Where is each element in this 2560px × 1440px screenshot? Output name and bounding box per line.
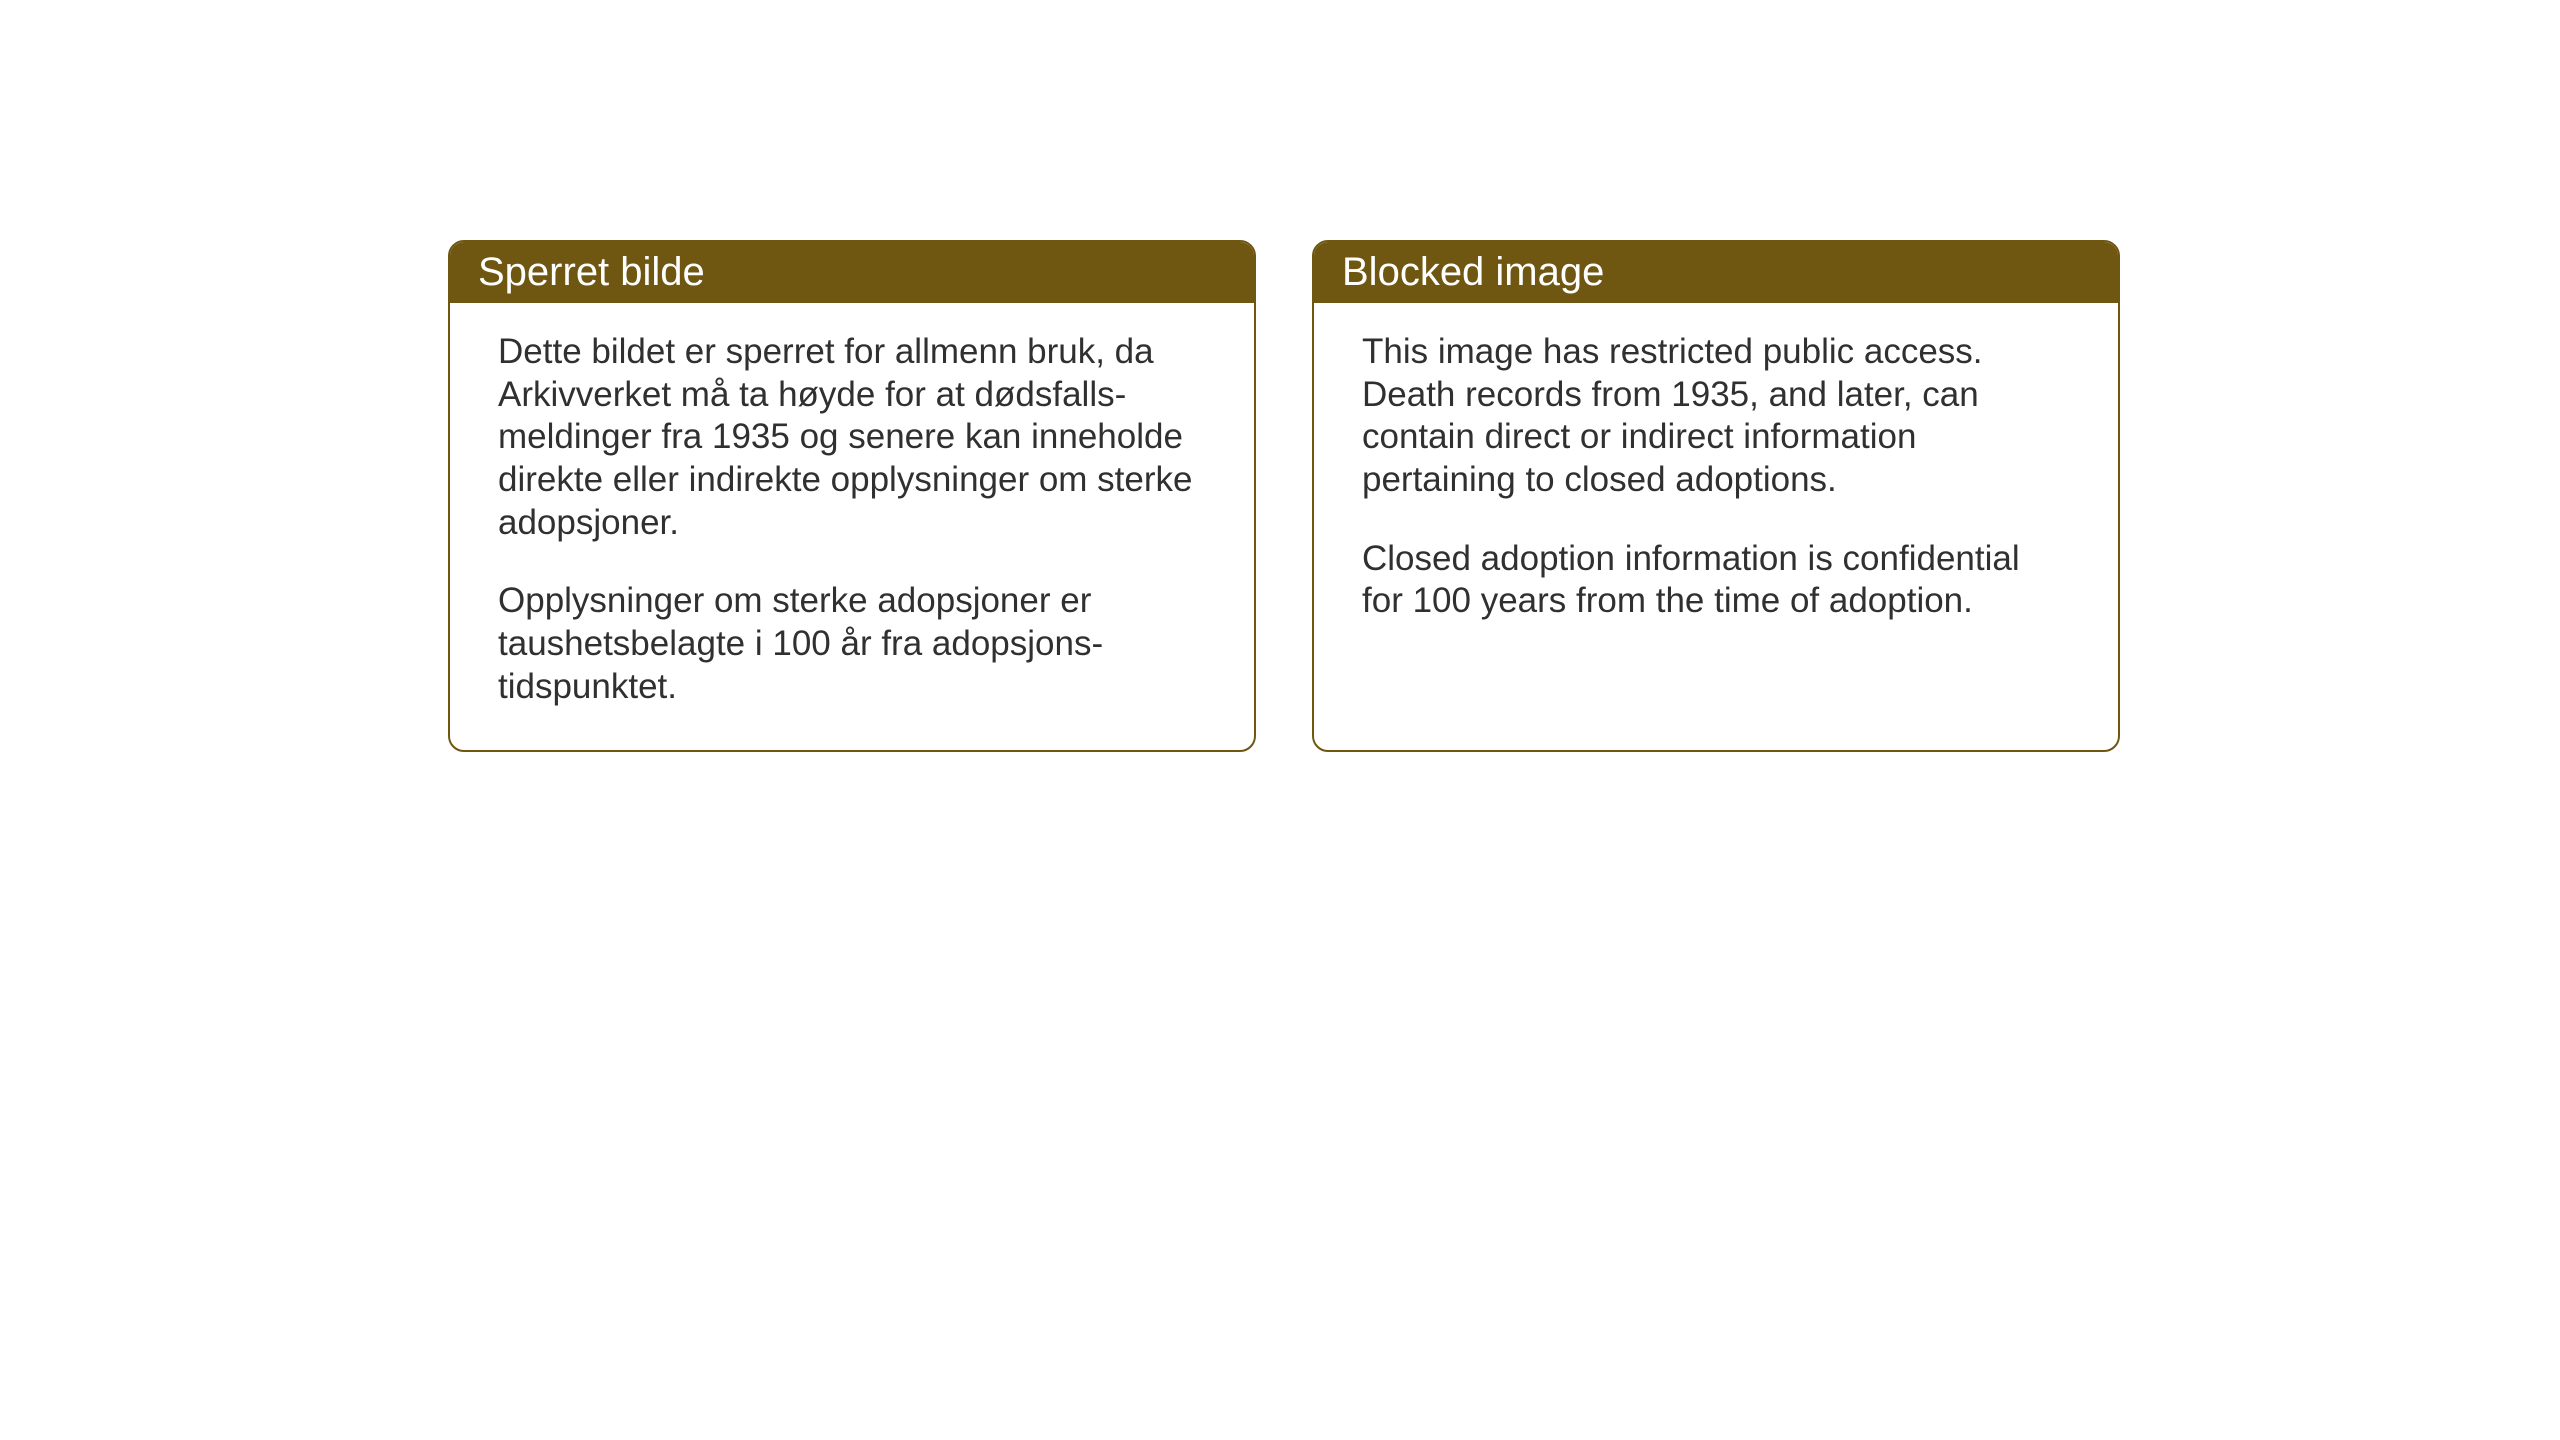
norwegian-paragraph-2: Opplysninger om sterke adopsjoner er tau… <box>498 580 1206 708</box>
english-notice-card: Blocked image This image has restricted … <box>1312 240 2120 752</box>
english-paragraph-2: Closed adoption information is confident… <box>1362 538 2070 623</box>
english-paragraph-1: This image has restricted public access.… <box>1362 331 2070 502</box>
english-card-body: This image has restricted public access.… <box>1314 303 2118 663</box>
norwegian-card-body: Dette bildet er sperret for allmenn bruk… <box>450 303 1254 749</box>
english-card-title: Blocked image <box>1314 242 2118 303</box>
norwegian-paragraph-1: Dette bildet er sperret for allmenn bruk… <box>498 331 1206 544</box>
notice-container: Sperret bilde Dette bildet er sperret fo… <box>448 240 2120 752</box>
norwegian-card-title: Sperret bilde <box>450 242 1254 303</box>
norwegian-notice-card: Sperret bilde Dette bildet er sperret fo… <box>448 240 1256 752</box>
